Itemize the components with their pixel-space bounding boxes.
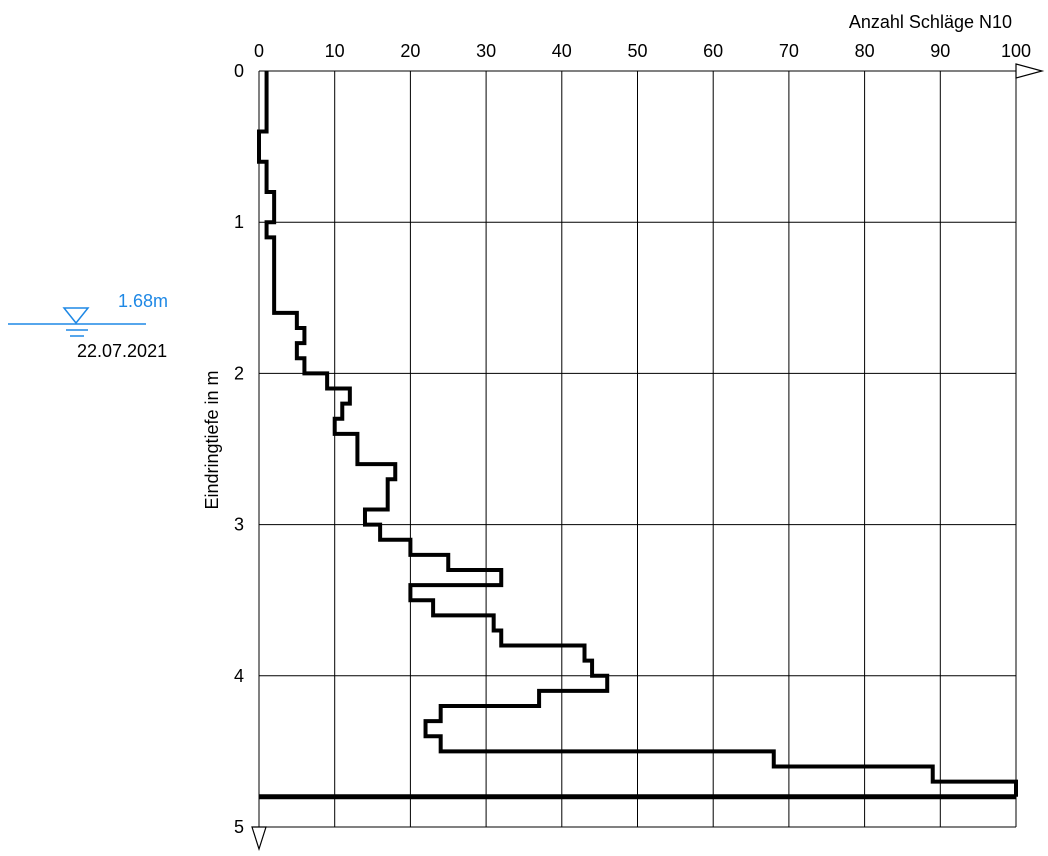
x-tick-label: 60 [703,41,723,61]
x-axis-ticks: 0 10 20 30 40 50 60 70 80 90 100 [254,41,1031,61]
x-tick-label: 100 [1001,41,1031,61]
y-tick-label: 0 [234,61,244,81]
x-axis-label: Anzahl Schläge N10 [849,12,1012,32]
blow-count-series-line [257,71,1018,797]
x-tick-label: 50 [627,41,647,61]
x-tick-label: 0 [254,41,264,61]
x-tick-label: 70 [779,41,799,61]
water-level-triangle-icon [62,307,90,325]
x-tick-label: 30 [476,41,496,61]
y-axis-arrow-icon [251,826,267,851]
y-tick-label: 3 [234,515,244,535]
y-tick-label: 5 [234,817,244,837]
x-tick-label: 40 [552,41,572,61]
y-tick-label: 2 [234,363,244,383]
x-tick-label: 20 [400,41,420,61]
x-tick-label: 10 [325,41,345,61]
x-tick-label: 80 [855,41,875,61]
y-axis-label: Eindringtiefe in m [202,370,222,509]
y-tick-label: 4 [234,666,244,686]
x-tick-label: 90 [930,41,950,61]
groundwater-date-label: 22.07.2021 [77,341,167,361]
y-axis-ticks: 0 1 2 3 4 5 [234,61,244,837]
x-axis-arrow-icon [1015,63,1045,79]
y-tick-label: 1 [234,212,244,232]
groundwater-depth-label: 1.68m [118,291,168,311]
grid-lines [258,70,1017,828]
groundwater-marker: 1.68m 22.07.2021 [8,291,168,361]
